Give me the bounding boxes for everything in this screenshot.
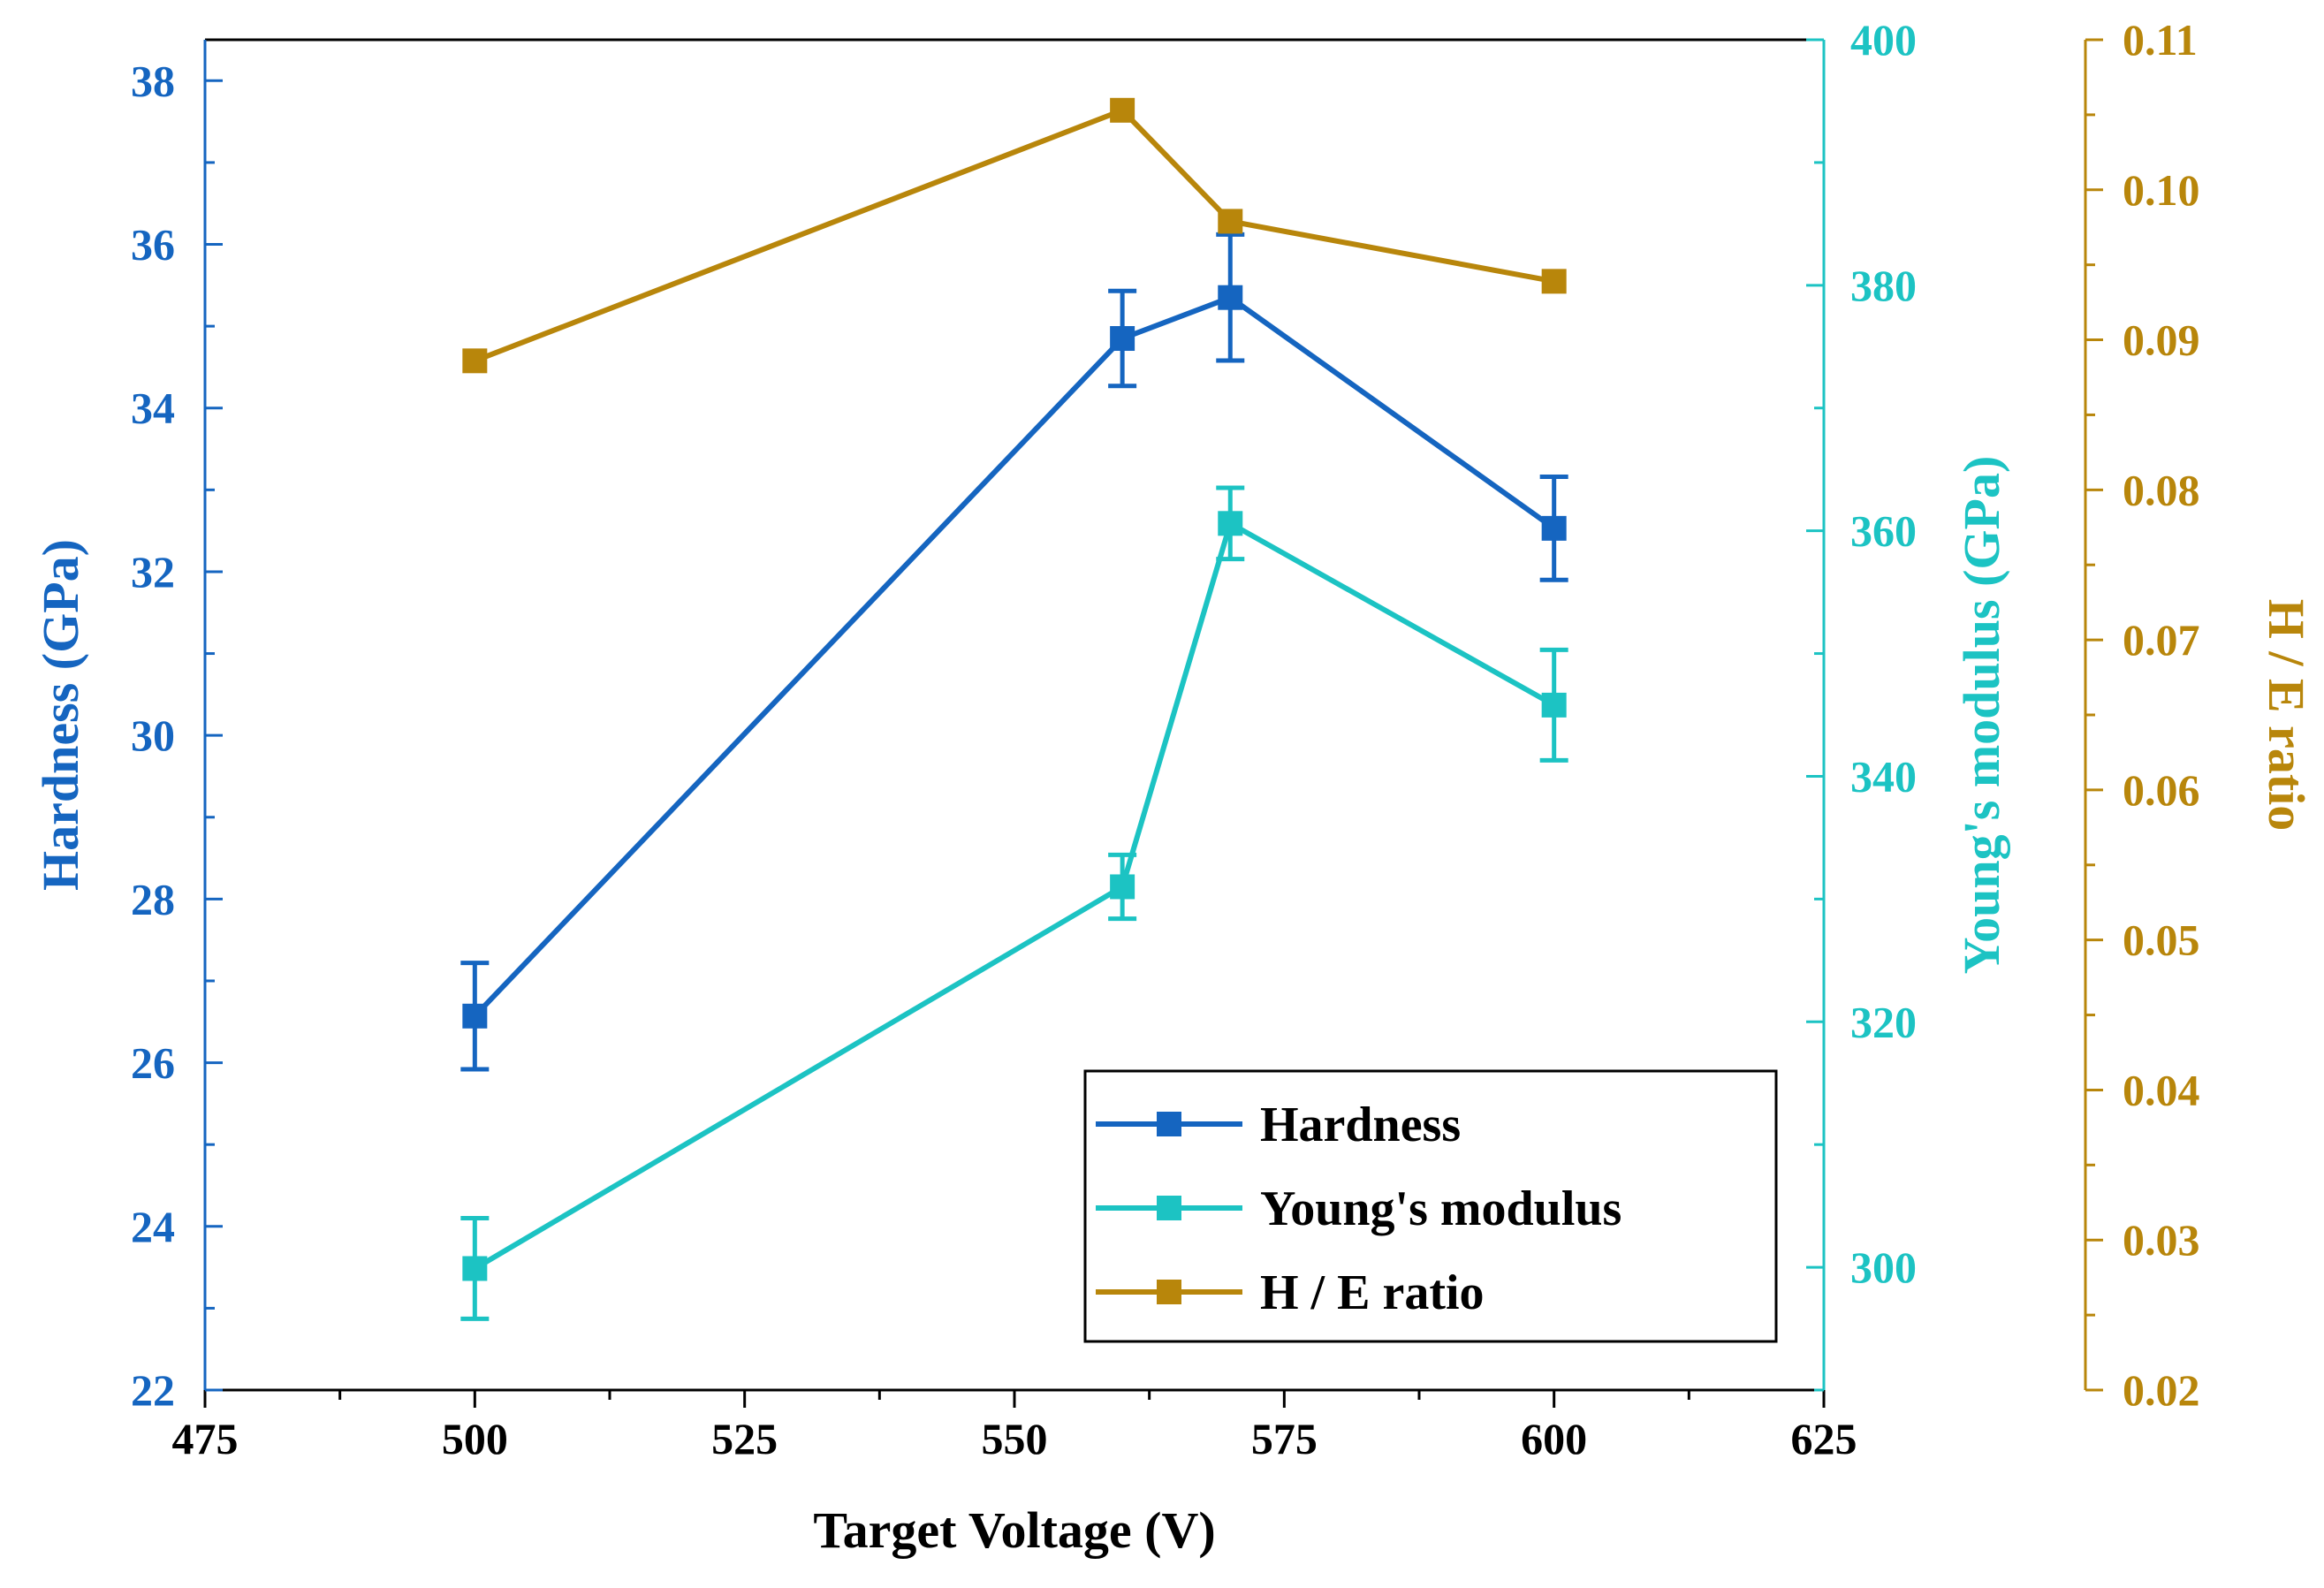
legend-entry-he: H / E ratio (1096, 1265, 1485, 1320)
he-point (1541, 269, 1567, 294)
hardness-point (1218, 285, 1243, 310)
he-tick-label: 0.05 (2123, 916, 2200, 965)
hardness-axis-title: Hardness (GPa) (32, 539, 89, 891)
youngs-point (462, 1256, 488, 1281)
hardness-tick-label: 28 (131, 874, 175, 923)
youngs-tick-label: 360 (1850, 506, 1917, 556)
hardness-point (462, 1003, 488, 1029)
he-tick-label: 0.07 (2123, 615, 2200, 665)
legend-label: Hardness (1260, 1098, 1461, 1152)
hardness-tick-label: 30 (131, 710, 175, 760)
youngs-point (1218, 511, 1243, 536)
he-point (1218, 209, 1243, 234)
he-tick-label: 0.04 (2123, 1065, 2200, 1114)
legend-swatch-marker (1157, 1112, 1181, 1136)
x-tick-label: 625 (1791, 1414, 1857, 1463)
youngs-tick-label: 300 (1850, 1242, 1917, 1292)
x-tick-label: 475 (172, 1414, 239, 1463)
legend: Hardness Young's modulus H / E ratio (1083, 1069, 1778, 1343)
hardness-tick-label: 34 (131, 384, 175, 433)
series-he (462, 97, 1567, 374)
x-tick-label: 525 (711, 1414, 778, 1463)
legend-entry-hardness: Hardness (1096, 1098, 1461, 1152)
hardness-tick-label: 36 (131, 220, 175, 270)
hardness-tick-label: 38 (131, 56, 175, 105)
youngs-point (1110, 874, 1135, 900)
hardness-tick-label: 32 (131, 547, 175, 596)
he-point (1110, 97, 1135, 123)
hardness-tick-label: 26 (131, 1038, 175, 1088)
legend-swatch-marker (1157, 1196, 1181, 1220)
series (460, 97, 1568, 1321)
axes: 475 500 525 550 575 600 625 Target Voltage (V) 2… (32, 15, 2315, 1559)
x-axis-title: Target Voltage (V) (813, 1501, 1215, 1559)
legend-label: Young's modulus (1260, 1182, 1621, 1236)
x-tick-label: 500 (442, 1414, 508, 1463)
hardness-tick-label: 22 (131, 1365, 175, 1415)
youngs-axis-title: Young's modulus (GPa) (1953, 456, 2010, 975)
he-point (462, 348, 488, 374)
hardness-point (1110, 326, 1135, 352)
legend-entry-youngs: Young's modulus (1096, 1182, 1621, 1236)
x-tick-label: 550 (982, 1414, 1048, 1463)
x-tick-label: 600 (1521, 1414, 1587, 1463)
he-tick-label: 0.11 (2123, 15, 2198, 65)
legend-swatch-marker (1157, 1280, 1181, 1304)
he-line (474, 107, 1555, 364)
hardness-line (473, 294, 1556, 1018)
series-youngs (460, 485, 1568, 1321)
he-tick-label: 0.08 (2123, 465, 2200, 514)
he-tick-label: 0.06 (2123, 765, 2200, 815)
he-tick-label: 0.02 (2123, 1365, 2200, 1415)
hardness-point (1541, 515, 1567, 541)
hardness-tick-label: 24 (131, 1202, 175, 1251)
he-tick-label: 0.03 (2123, 1215, 2200, 1265)
youngs-tick-label: 380 (1850, 261, 1917, 310)
x-tick-label: 575 (1251, 1414, 1318, 1463)
he-axis-title: H / E ratio (2258, 599, 2315, 832)
youngs-tick-label: 400 (1850, 15, 1917, 65)
he-tick-label: 0.09 (2123, 315, 2200, 365)
series-hardness (460, 232, 1568, 1072)
youngs-tick-label: 320 (1850, 997, 1917, 1046)
youngs-line (473, 520, 1556, 1272)
legend-label: H / E ratio (1260, 1265, 1485, 1320)
youngs-point (1541, 692, 1567, 718)
he-tick-label: 0.10 (2123, 165, 2200, 215)
youngs-tick-label: 340 (1850, 751, 1917, 801)
